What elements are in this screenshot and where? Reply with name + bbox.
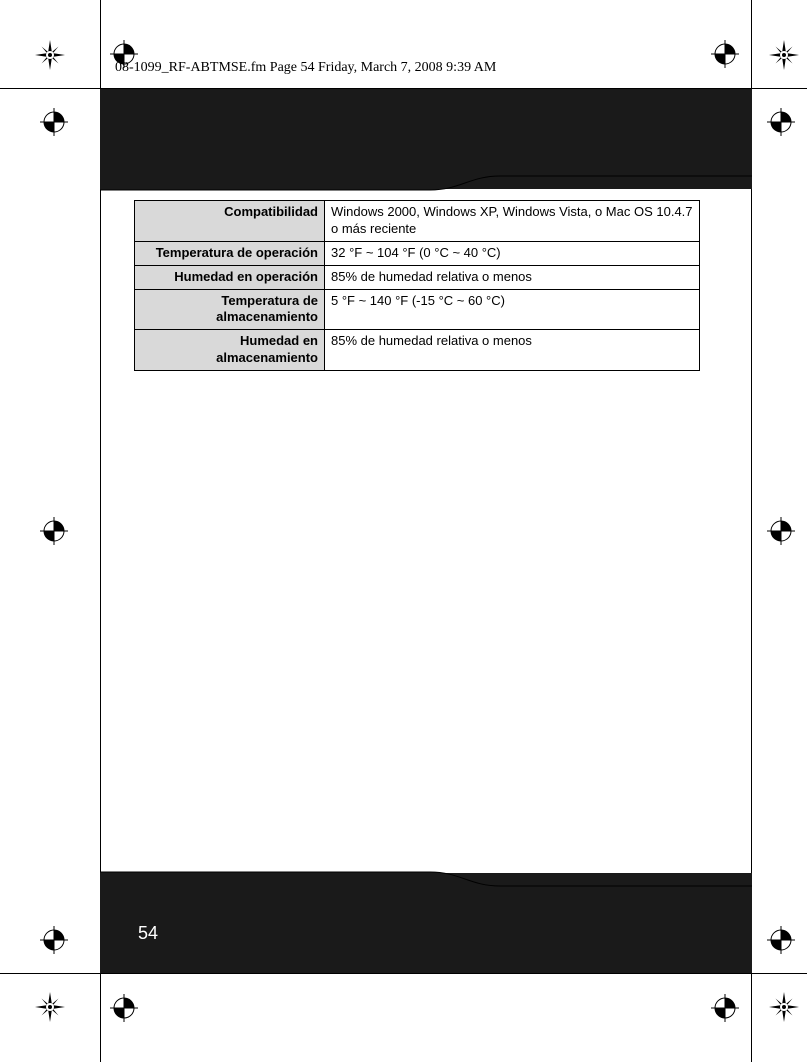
registration-mark-icon bbox=[711, 994, 739, 1022]
spec-value: 32 °F ~ 104 °F (0 °C ~ 40 °C) bbox=[325, 241, 700, 265]
spec-label: Humedad en operación bbox=[135, 265, 325, 289]
registration-mark-icon bbox=[40, 517, 68, 545]
spec-table: CompatibilidadWindows 2000, Windows XP, … bbox=[134, 200, 700, 371]
spec-label: Humedad en almacenamiento bbox=[135, 330, 325, 371]
starburst-icon bbox=[35, 992, 65, 1022]
spec-value: 85% de humedad relativa o menos bbox=[325, 265, 700, 289]
table-row: Temperatura de almacenamiento5 °F ~ 140 … bbox=[135, 289, 700, 330]
registration-mark-icon bbox=[767, 517, 795, 545]
header-band bbox=[100, 89, 752, 189]
spec-value: 85% de humedad relativa o menos bbox=[325, 330, 700, 371]
table-row: Humedad en almacenamiento85% de humedad … bbox=[135, 330, 700, 371]
page-number: 54 bbox=[138, 923, 158, 944]
spec-value: 5 °F ~ 140 °F (-15 °C ~ 60 °C) bbox=[325, 289, 700, 330]
registration-mark-icon bbox=[767, 108, 795, 136]
page-header-text: 08-1099_RF-ABTMSE.fm Page 54 Friday, Mar… bbox=[115, 60, 496, 76]
footer-band bbox=[100, 873, 752, 973]
starburst-icon bbox=[35, 40, 65, 70]
starburst-icon bbox=[769, 992, 799, 1022]
spec-label: Temperatura de operación bbox=[135, 241, 325, 265]
spec-value: Windows 2000, Windows XP, Windows Vista,… bbox=[325, 201, 700, 242]
spec-label: Compatibilidad bbox=[135, 201, 325, 242]
spec-label: Temperatura de almacenamiento bbox=[135, 289, 325, 330]
registration-mark-icon bbox=[40, 108, 68, 136]
table-row: CompatibilidadWindows 2000, Windows XP, … bbox=[135, 201, 700, 242]
table-row: Temperatura de operación32 °F ~ 104 °F (… bbox=[135, 241, 700, 265]
crop-line-bottom bbox=[0, 973, 807, 974]
registration-mark-icon bbox=[40, 926, 68, 954]
registration-mark-icon bbox=[711, 40, 739, 68]
table-row: Humedad en operación85% de humedad relat… bbox=[135, 265, 700, 289]
registration-mark-icon bbox=[110, 994, 138, 1022]
registration-mark-icon bbox=[767, 926, 795, 954]
starburst-icon bbox=[769, 40, 799, 70]
